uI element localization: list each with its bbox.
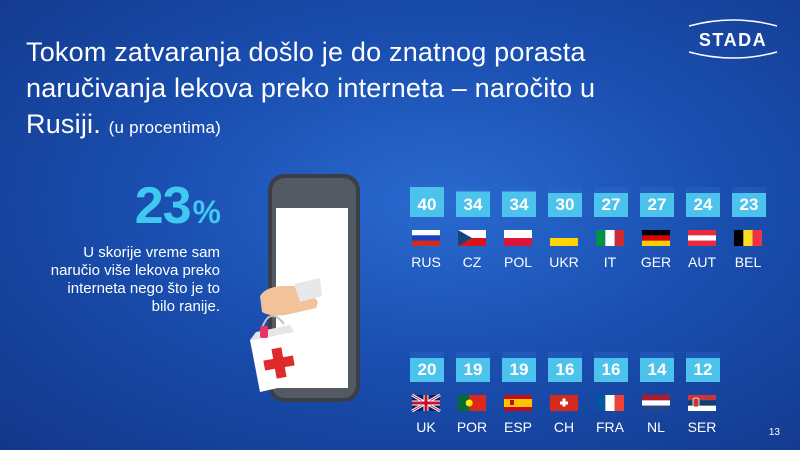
value-label: 27 [648, 195, 667, 214]
flag-italy-icon [596, 230, 624, 246]
value-box [640, 193, 674, 217]
value-box [502, 191, 536, 217]
flag-netherlands-icon [642, 395, 670, 411]
page-title: Tokom zatvaranja došlo je do znatnog por… [26, 34, 666, 146]
flag-czechia-icon [458, 230, 486, 246]
value-label: 19 [464, 360, 483, 379]
bar-uk: 20 UK [410, 352, 444, 435]
value-label: 19 [510, 360, 529, 379]
value-box [548, 358, 582, 382]
flag-poland-icon [504, 230, 532, 246]
flag-spain-icon [504, 395, 532, 411]
value-label: 16 [602, 360, 621, 379]
flag-uk-icon [411, 393, 441, 413]
value-box [640, 358, 674, 382]
category-label: UK [416, 419, 436, 435]
highlight-percentage: 23% [96, 176, 221, 236]
phone-delivery-illustration [250, 174, 360, 402]
bar-esp: 19 ESP [502, 352, 536, 435]
value-label: 34 [464, 195, 483, 214]
survey-statement: U skorije vreme sam naručio više lekova … [50, 244, 220, 315]
highlight-unit: % [192, 194, 221, 230]
category-label: RUS [411, 254, 441, 270]
value-box [594, 193, 628, 217]
flag-germany-icon [642, 230, 670, 246]
flag-serbia-icon [688, 395, 716, 411]
value-label: 40 [418, 195, 437, 214]
flag-france-icon [596, 395, 624, 411]
bar-bel: 23 BEL [732, 187, 766, 270]
value-box [502, 358, 536, 382]
value-label: 27 [602, 195, 621, 214]
flag-ukraine-icon [550, 230, 578, 246]
value-label: 20 [418, 360, 437, 379]
category-label: FRA [596, 419, 625, 435]
bar-nl: 14 NL [640, 352, 674, 435]
flag-russia-icon [412, 230, 440, 246]
category-label: UKR [549, 254, 579, 270]
value-label: 34 [510, 195, 529, 214]
title-sub: (u procentima) [108, 118, 222, 137]
flag-austria-icon [688, 230, 716, 246]
value-box [732, 193, 766, 217]
flag-belgium-icon [734, 230, 762, 246]
bar-ukr: 30 UKR [548, 187, 582, 270]
medicine-bag-icon [250, 315, 304, 392]
bar-aut: 24 AUT [686, 187, 720, 270]
hand-icon [260, 278, 322, 316]
bar-pol: 34 POL [502, 187, 536, 270]
value-label: 14 [648, 360, 667, 379]
category-label: SER [688, 419, 717, 435]
category-label: POR [457, 419, 487, 435]
highlight-value: 23 [134, 177, 192, 235]
bar-cz: 34 CZ [456, 187, 490, 270]
value-box [456, 358, 490, 382]
page-number: 13 [768, 427, 780, 438]
value-label: 16 [556, 360, 575, 379]
category-label: IT [604, 254, 617, 270]
value-label: 24 [694, 195, 713, 214]
logo-text: STADA [698, 30, 768, 50]
logo-arcs-icon [688, 19, 778, 59]
category-label: AUT [688, 254, 716, 270]
value-label: 30 [556, 195, 575, 214]
bar-it: 27 IT [594, 187, 628, 270]
bar-por: 19 POR [456, 352, 490, 435]
category-label: CZ [463, 254, 482, 270]
value-label: 23 [740, 195, 759, 214]
value-box [410, 187, 444, 217]
bar-ser: 12 SER [686, 352, 720, 435]
value-label: 12 [694, 360, 713, 379]
stada-logo: STADA [683, 18, 783, 60]
category-label: NL [647, 419, 665, 435]
bar-rus: 40 RUS [410, 187, 444, 270]
value-box [686, 358, 720, 382]
category-label: POL [504, 254, 532, 270]
value-box [686, 193, 720, 217]
bar-fra: 16 FRA [594, 352, 628, 435]
category-label: BEL [735, 254, 762, 270]
value-box [456, 191, 490, 217]
value-box [548, 193, 582, 217]
title-main: Tokom zatvaranja došlo je do znatnog por… [26, 37, 596, 139]
category-label: ESP [504, 419, 532, 435]
flag-switzerland-icon [550, 395, 578, 411]
bar-ch: 16 CH [548, 352, 582, 435]
value-box [594, 358, 628, 382]
bar-ger: 27 GER [640, 187, 674, 270]
category-label: GER [641, 254, 671, 270]
category-label: CH [554, 419, 574, 435]
value-box [410, 358, 444, 382]
flag-portugal-icon [458, 395, 486, 411]
